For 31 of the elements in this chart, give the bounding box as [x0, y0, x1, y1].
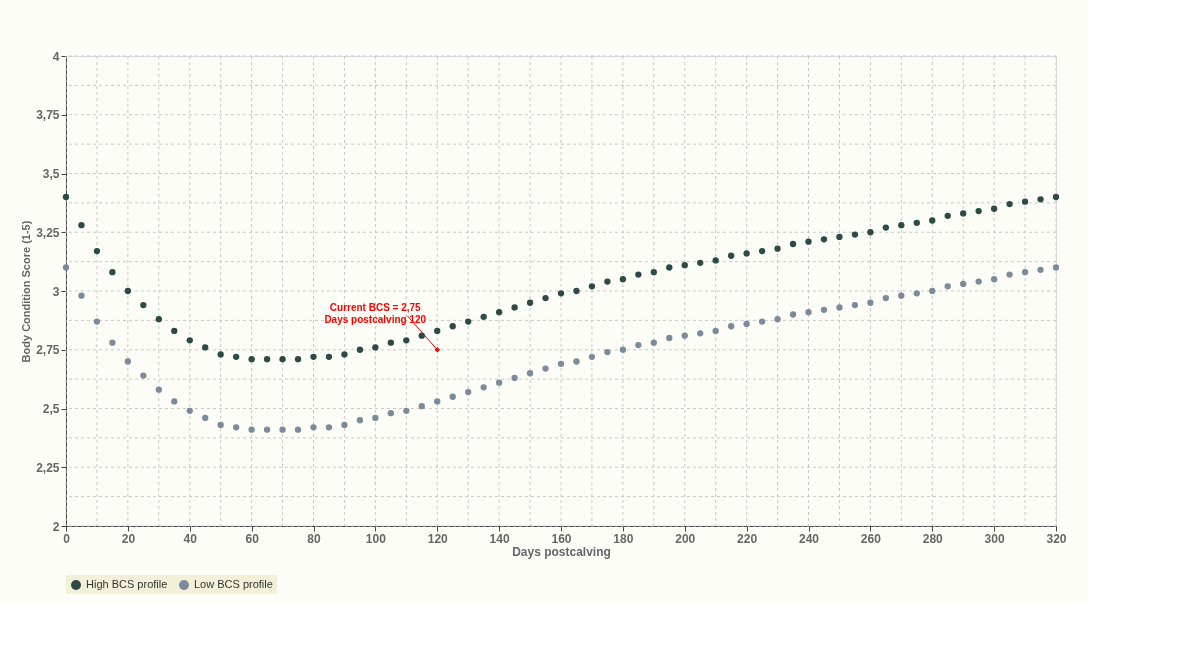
y-tick-label: 3,25	[36, 225, 60, 240]
x-tick-label: 260	[860, 531, 882, 546]
x-tick-label: 120	[427, 531, 449, 546]
y-tick-label: 4	[52, 49, 60, 64]
legend-label: Low BCS profile	[194, 578, 273, 590]
x-tick-label: 320	[1046, 531, 1067, 546]
x-tick-label: 180	[613, 531, 634, 546]
x-tick-label: 40	[183, 531, 198, 546]
x-tick-label: 160	[551, 531, 572, 546]
x-tick-label: 20	[121, 531, 136, 546]
x-tick-label: 0	[63, 531, 71, 546]
x-tick-label: 100	[365, 531, 387, 546]
y-tick-label: 2,5	[42, 402, 60, 416]
legend-label: High BCS profile	[86, 578, 168, 590]
x-tick-label: 60	[245, 531, 260, 546]
y-tick-label: 3	[52, 284, 60, 299]
x-tick-label: 240	[798, 531, 820, 546]
y-tick-label: 2,75	[36, 343, 60, 358]
x-tick-label: 80	[307, 531, 321, 546]
y-tick-label: 2,25	[36, 460, 60, 475]
x-tick-label: 280	[922, 531, 944, 546]
x-tick-label: 200	[675, 531, 696, 546]
x-tick-label: 300	[984, 531, 1005, 546]
y-tick-label: 3,75	[36, 108, 60, 123]
x-axis-title: Days postcalving	[512, 544, 611, 559]
y-axis-title: Body Condition Score (1-5)	[20, 220, 33, 363]
x-tick-label: 140	[489, 531, 510, 546]
x-tick-label: 220	[737, 531, 758, 546]
y-tick-label: 3,5	[42, 167, 60, 181]
y-tick-label: 2	[52, 519, 60, 534]
annotation: Current BCS = 2,75 Days postcalving 120	[324, 301, 427, 325]
